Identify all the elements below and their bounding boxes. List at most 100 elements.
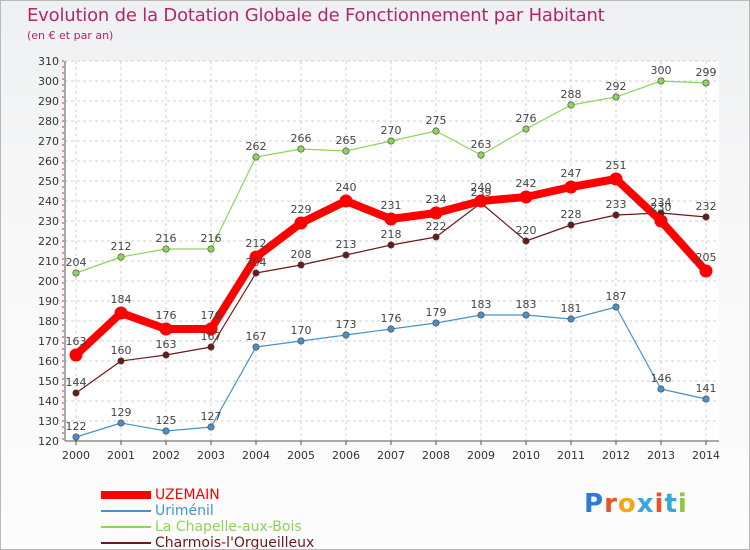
data-label-charmois-l-orgueilleux: 234 <box>651 196 672 209</box>
data-point-uzemain <box>609 172 623 186</box>
data-point-uzemain <box>519 190 533 204</box>
data-point-urim-nil <box>117 419 125 427</box>
data-label-charmois-l-orgueilleux: 160 <box>111 344 132 357</box>
data-label-charmois-l-orgueilleux: 233 <box>606 198 627 211</box>
data-point-la-chapelle-aux-bois <box>477 151 485 159</box>
data-point-urim-nil <box>702 395 710 403</box>
data-point-urim-nil <box>657 385 665 393</box>
data-label-la-chapelle-aux-bois: 265 <box>336 134 357 147</box>
data-label-uzemain: 184 <box>111 293 132 306</box>
data-label-la-chapelle-aux-bois: 212 <box>111 240 132 253</box>
y-tick-label: 220 <box>38 235 59 248</box>
data-label-uzemain: 229 <box>291 203 312 216</box>
x-tick-label: 2005 <box>287 449 315 462</box>
legend-item-uzemain[interactable]: UZEMAIN <box>101 487 401 503</box>
data-point-urim-nil <box>567 315 575 323</box>
logo-letter: i <box>654 489 665 519</box>
data-point-charmois-l-orgueilleux <box>162 351 170 359</box>
data-point-charmois-l-orgueilleux <box>432 233 440 241</box>
data-point-charmois-l-orgueilleux <box>387 241 395 249</box>
data-label-charmois-l-orgueilleux: 222 <box>426 220 447 233</box>
data-point-charmois-l-orgueilleux <box>207 343 215 351</box>
data-label-la-chapelle-aux-bois: 288 <box>561 88 582 101</box>
data-label-charmois-l-orgueilleux: 208 <box>291 248 312 261</box>
data-point-urim-nil <box>342 331 350 339</box>
data-point-uzemain <box>384 212 398 226</box>
data-label-uzemain: 240 <box>471 181 492 194</box>
data-point-la-chapelle-aux-bois <box>252 153 260 161</box>
data-point-charmois-l-orgueilleux <box>567 221 575 229</box>
legend-label: La Chapelle-aux-Bois <box>155 519 302 535</box>
data-label-uzemain: 163 <box>66 335 87 348</box>
data-label-urim-nil: 129 <box>111 406 132 419</box>
y-tick-label: 150 <box>38 375 59 388</box>
plot-area <box>65 61 719 441</box>
data-label-charmois-l-orgueilleux: 232 <box>696 200 717 213</box>
data-label-uzemain: 231 <box>381 199 402 212</box>
x-tick-label: 2012 <box>602 449 630 462</box>
data-point-urim-nil <box>387 325 395 333</box>
data-point-urim-nil <box>297 337 305 345</box>
data-point-uzemain <box>159 322 173 336</box>
data-label-uzemain: 212 <box>246 237 267 250</box>
data-point-uzemain <box>69 348 83 362</box>
data-label-urim-nil: 183 <box>471 298 492 311</box>
data-label-urim-nil: 173 <box>336 318 357 331</box>
data-point-uzemain <box>564 180 578 194</box>
data-point-urim-nil <box>72 433 80 441</box>
logo-letter: o <box>617 489 637 519</box>
y-tick-label: 290 <box>38 95 59 108</box>
y-tick-label: 240 <box>38 195 59 208</box>
legend-item-charmois-l-orgueilleux[interactable]: Charmois-l'Orgueilleux <box>101 535 401 549</box>
data-point-uzemain <box>204 322 218 336</box>
data-label-charmois-l-orgueilleux: 228 <box>561 208 582 221</box>
data-point-urim-nil <box>162 427 170 435</box>
data-label-la-chapelle-aux-bois: 276 <box>516 112 537 125</box>
data-point-la-chapelle-aux-bois <box>657 77 665 85</box>
data-point-charmois-l-orgueilleux <box>117 357 125 365</box>
data-point-uzemain <box>114 306 128 320</box>
data-point-la-chapelle-aux-bois <box>612 93 620 101</box>
data-point-la-chapelle-aux-bois <box>297 145 305 153</box>
legend-item-urimenil[interactable]: Uriménil <box>101 503 401 519</box>
data-point-charmois-l-orgueilleux <box>297 261 305 269</box>
data-point-urim-nil <box>252 343 260 351</box>
y-tick-label: 190 <box>38 295 59 308</box>
data-point-charmois-l-orgueilleux <box>522 237 530 245</box>
data-label-urim-nil: 167 <box>246 330 267 343</box>
legend-label: UZEMAIN <box>155 487 220 503</box>
data-point-la-chapelle-aux-bois <box>72 269 80 277</box>
data-labels: 204 212 216 216 262 266 265 270 275 263 276 288 292 3… <box>66 64 717 433</box>
data-label-charmois-l-orgueilleux: 144 <box>66 376 87 389</box>
x-tick-label: 2003 <box>197 449 225 462</box>
data-label-urim-nil: 170 <box>291 324 312 337</box>
data-label-la-chapelle-aux-bois: 263 <box>471 138 492 151</box>
data-label-urim-nil: 125 <box>156 414 177 427</box>
data-label-la-chapelle-aux-bois: 216 <box>156 232 177 245</box>
y-tick-label: 180 <box>38 315 59 328</box>
y-tick-label: 270 <box>38 135 59 148</box>
data-point-urim-nil <box>207 423 215 431</box>
legend: UZEMAIN Uriménil La Chapelle-aux-Bois Ch… <box>101 487 401 549</box>
x-tick-label: 2008 <box>422 449 450 462</box>
data-label-uzemain: 234 <box>426 193 447 206</box>
data-label-urim-nil: 122 <box>66 420 87 433</box>
legend-item-la-chapelle-aux-bois[interactable]: La Chapelle-aux-Bois <box>101 519 401 535</box>
data-label-uzemain: 176 <box>156 309 177 322</box>
data-label-urim-nil: 141 <box>696 382 717 395</box>
x-tick-label: 2010 <box>512 449 540 462</box>
y-tick-label: 160 <box>38 355 59 368</box>
y-tick-label: 120 <box>38 435 59 448</box>
data-label-charmois-l-orgueilleux: 239 <box>471 186 492 199</box>
data-point-charmois-l-orgueilleux <box>72 389 80 397</box>
legend-swatch <box>101 510 151 512</box>
data-label-urim-nil: 146 <box>651 372 672 385</box>
logo-letter: r <box>604 489 618 519</box>
data-label-la-chapelle-aux-bois: 275 <box>426 114 447 127</box>
data-label-charmois-l-orgueilleux: 167 <box>201 330 222 343</box>
data-point-charmois-l-orgueilleux <box>702 213 710 221</box>
x-tick-label: 2007 <box>377 449 405 462</box>
data-label-la-chapelle-aux-bois: 299 <box>696 66 717 79</box>
legend-swatch <box>101 491 151 499</box>
